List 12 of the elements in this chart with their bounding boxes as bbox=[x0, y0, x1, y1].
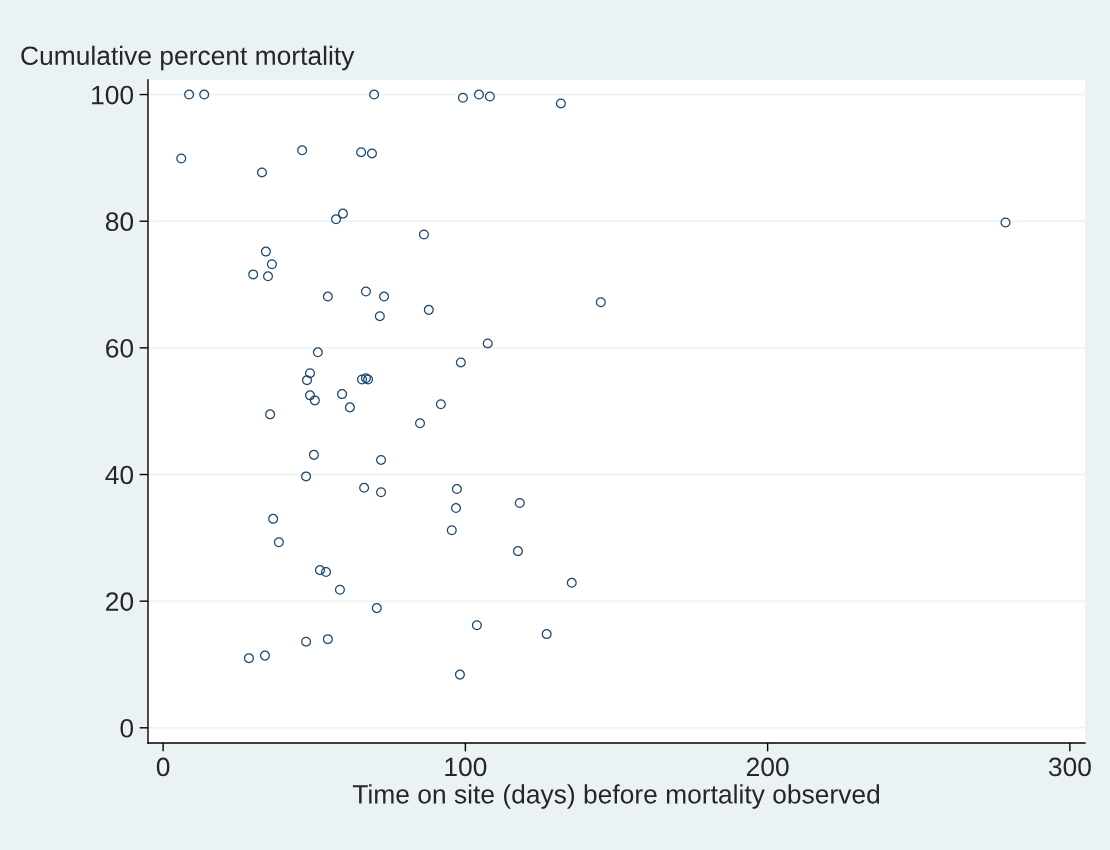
x-tick-label: 0 bbox=[156, 757, 170, 777]
y-tick-label: 100 bbox=[92, 85, 134, 105]
y-tick-label: 20 bbox=[106, 592, 134, 611]
x-tick-label: 100 bbox=[445, 757, 487, 777]
y-tick-label: 40 bbox=[105, 465, 134, 485]
x-axis-title: Time on site (days) before mortality observed bbox=[352, 784, 880, 809]
y-tick-label: 60 bbox=[106, 338, 134, 358]
y-tick-label: 80 bbox=[105, 212, 134, 232]
y-tick-label: 0 bbox=[120, 718, 134, 738]
x-tick-label: 300 bbox=[1048, 757, 1091, 777]
y-axis-title: Cumulative percent mortality bbox=[21, 45, 355, 71]
x-tick-label: 200 bbox=[746, 757, 789, 777]
